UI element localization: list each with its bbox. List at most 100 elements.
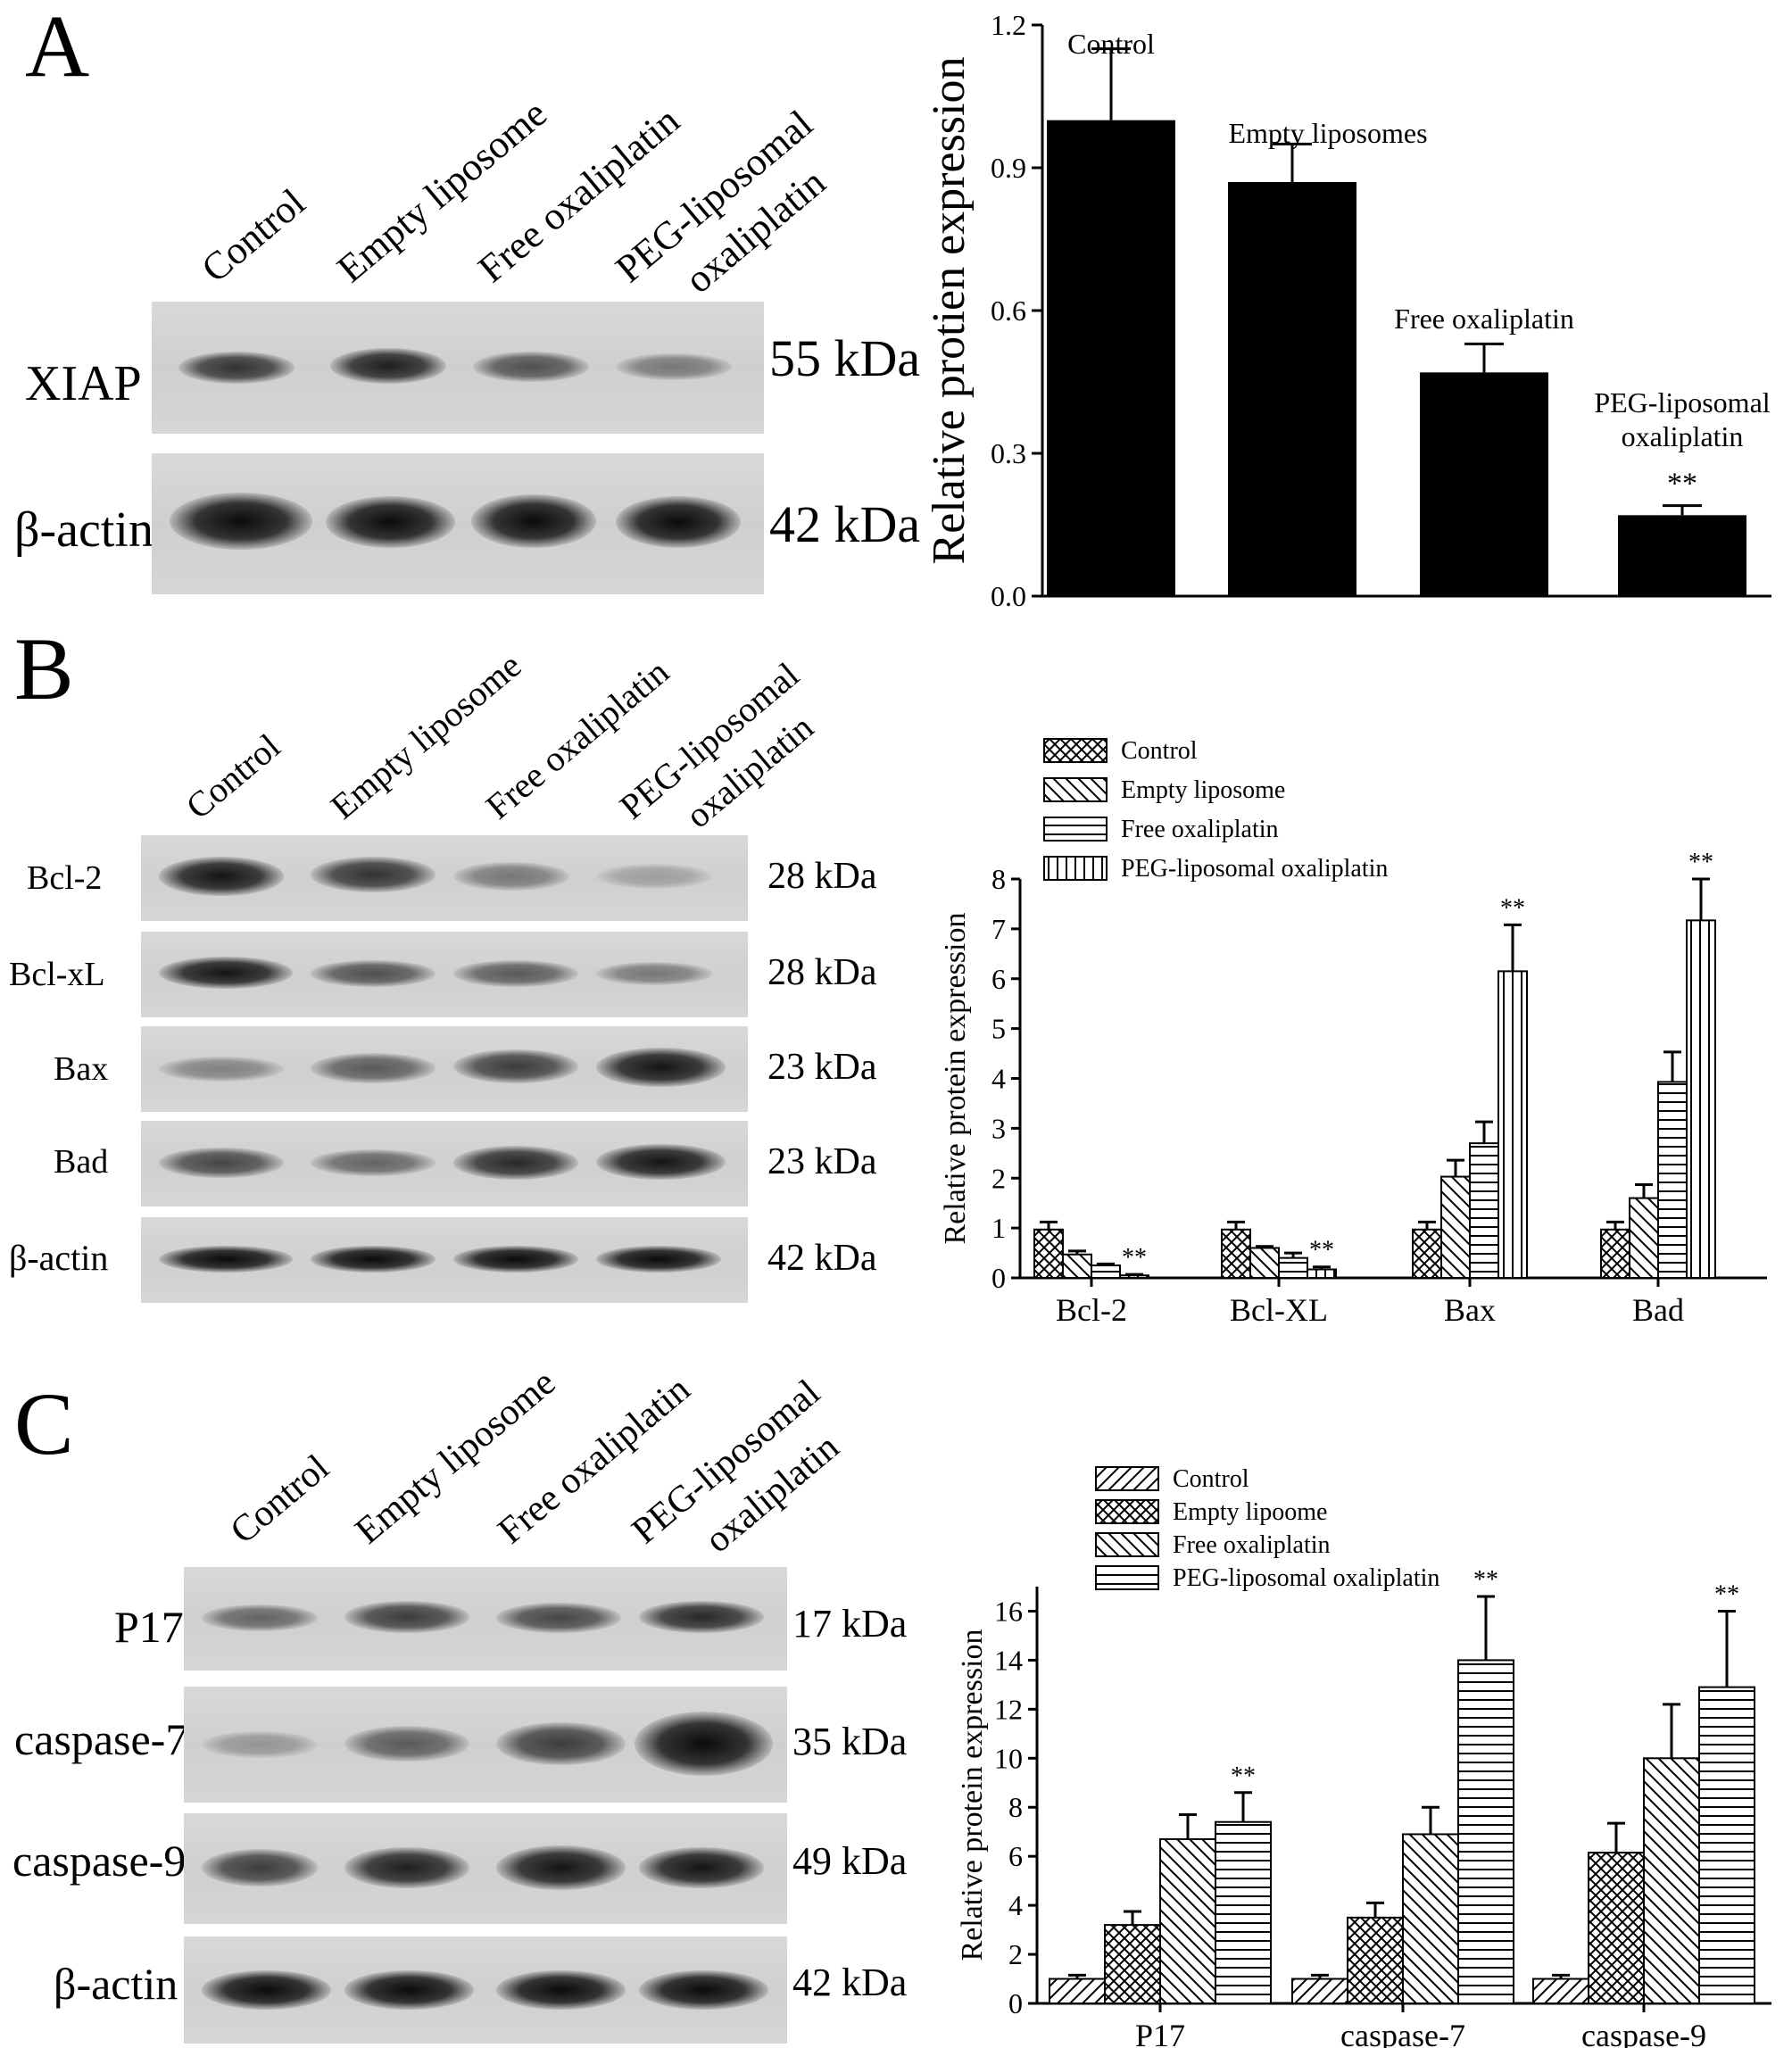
- significance-label: **: [1667, 468, 1697, 501]
- y-tick-label: 1: [991, 1212, 1006, 1244]
- blot-strip-actin-a: [152, 453, 764, 594]
- bar-label: oxaliplatin: [1622, 420, 1744, 452]
- bar: [1497, 970, 1528, 1280]
- bar: [1033, 1228, 1064, 1280]
- legend-swatch: [1095, 1466, 1159, 1491]
- x-tick-label: caspase-9: [1581, 2018, 1706, 2048]
- blot-band: [453, 960, 578, 987]
- legend-swatch: [1043, 856, 1108, 881]
- blot-band: [159, 1057, 284, 1082]
- blot-row-label: caspase-7: [14, 1714, 188, 1764]
- blot-band: [311, 960, 436, 987]
- x-tick-label: Bcl-XL: [1230, 1292, 1328, 1328]
- bar: [1643, 1757, 1700, 2004]
- blot-strip-actin-b: [141, 1217, 748, 1303]
- blot-strip-bclxl: [141, 932, 748, 1017]
- lane-label: Control: [222, 1447, 337, 1553]
- legend-label: Control: [1121, 737, 1198, 765]
- blot-band: [496, 1845, 626, 1890]
- bar: [1119, 1274, 1149, 1280]
- blot-band: [639, 1970, 768, 2010]
- blot-kda-label: 17 kDa: [792, 1602, 908, 1646]
- panel-letter-a: A: [25, 0, 90, 95]
- y-tick-label: 16: [994, 1595, 1023, 1627]
- y-tick-label: 1.2: [991, 9, 1026, 41]
- bar: [1062, 1253, 1092, 1280]
- blot-band: [471, 494, 596, 548]
- y-tick-label: 14: [994, 1644, 1023, 1676]
- legend-swatch: [1095, 1499, 1159, 1524]
- blot-band: [596, 1246, 721, 1273]
- legend-label: Free oxaliplatin: [1121, 816, 1279, 843]
- bar: [1657, 1081, 1688, 1279]
- chart-b-plot: 0 1 2 3 4 5 6 7 8 Relative protein expression Bcl-…: [939, 737, 1767, 1328]
- bar: [1420, 372, 1548, 596]
- blot-kda-label: 49 kDa: [792, 1839, 908, 1883]
- blot-strip-bax: [141, 1026, 748, 1112]
- blot-band: [639, 1601, 764, 1633]
- blot-band: [159, 957, 293, 989]
- blot-kda-label: 42 kDa: [767, 1238, 877, 1279]
- blot-band: [453, 1246, 578, 1273]
- y-tick-label: 8: [1008, 1791, 1023, 1823]
- blot-band: [453, 1049, 578, 1083]
- blot-band: [311, 1149, 436, 1176]
- legend-label: PEG-liposomal oxaliplatin: [1173, 1564, 1439, 1592]
- y-tick-label: 5: [991, 1013, 1006, 1045]
- bar: [1618, 515, 1746, 596]
- blot-band: [311, 1246, 436, 1273]
- blot-band: [496, 1722, 626, 1765]
- bar: [1215, 1820, 1272, 2004]
- blot-band: [159, 1246, 293, 1273]
- blot-band: [202, 1849, 318, 1886]
- y-tick-label: 6: [991, 963, 1006, 995]
- significance-label: **: [1500, 894, 1525, 922]
- significance-label: **: [1231, 1762, 1256, 1790]
- blot-row-label: XIAP: [25, 356, 142, 411]
- bar: [1221, 1228, 1251, 1280]
- blot-kda-label: 55 kDa: [769, 329, 921, 387]
- y-tick-label: 0.9: [991, 152, 1026, 184]
- bar: [1457, 1659, 1514, 2004]
- y-tick-label: 0.0: [991, 580, 1026, 612]
- blot-kda-label: 28 kDa: [767, 856, 877, 897]
- blot-band: [202, 1970, 331, 2010]
- blot-row-label: Bax: [54, 1050, 109, 1088]
- blot-row-label: Bcl-xL: [9, 956, 105, 993]
- blot-band: [326, 496, 455, 548]
- y-tick-label: 8: [991, 863, 1006, 895]
- bar: [1532, 1978, 1589, 2004]
- blot-row-label: Bad: [54, 1143, 109, 1181]
- lane-label: Control: [178, 726, 288, 827]
- y-tick-label: 2: [1008, 1938, 1023, 1970]
- blot-kda-label: 42 kDa: [792, 1961, 908, 2004]
- y-axis-label: Relative protein expression: [956, 1629, 989, 1961]
- blot-strip-casp9: [184, 1813, 787, 1924]
- blot-strip-casp7: [184, 1687, 787, 1803]
- blot-kda-label: 28 kDa: [767, 952, 877, 993]
- blot-band: [202, 1731, 318, 1758]
- blot-row-label: P17: [114, 1602, 184, 1652]
- blot-band: [330, 348, 446, 384]
- y-axis-label: Relative protein expression: [939, 912, 972, 1244]
- legend-label: Empty lipoome: [1173, 1498, 1327, 1526]
- y-tick-label: 4: [1008, 1889, 1023, 1921]
- bar: [1104, 1924, 1161, 2005]
- blot-strip-p17: [184, 1567, 787, 1671]
- bar: [1047, 120, 1175, 596]
- bar-label: Control: [1067, 28, 1155, 60]
- bar: [1347, 1916, 1404, 2005]
- blot-kda-label: 42 kDa: [769, 495, 921, 553]
- legend-swatch: [1043, 738, 1108, 763]
- bar: [1228, 182, 1356, 596]
- y-tick-label: 12: [994, 1693, 1023, 1725]
- bar: [1686, 919, 1716, 1279]
- legend-label: Free oxaliplatin: [1173, 1531, 1331, 1559]
- bar: [1588, 1852, 1645, 2005]
- bar-label: PEG-liposomal: [1594, 386, 1770, 419]
- y-tick-label: 0: [991, 1262, 1006, 1294]
- significance-label: **: [1122, 1244, 1147, 1272]
- blot-band: [616, 353, 732, 380]
- bar: [1291, 1978, 1348, 2004]
